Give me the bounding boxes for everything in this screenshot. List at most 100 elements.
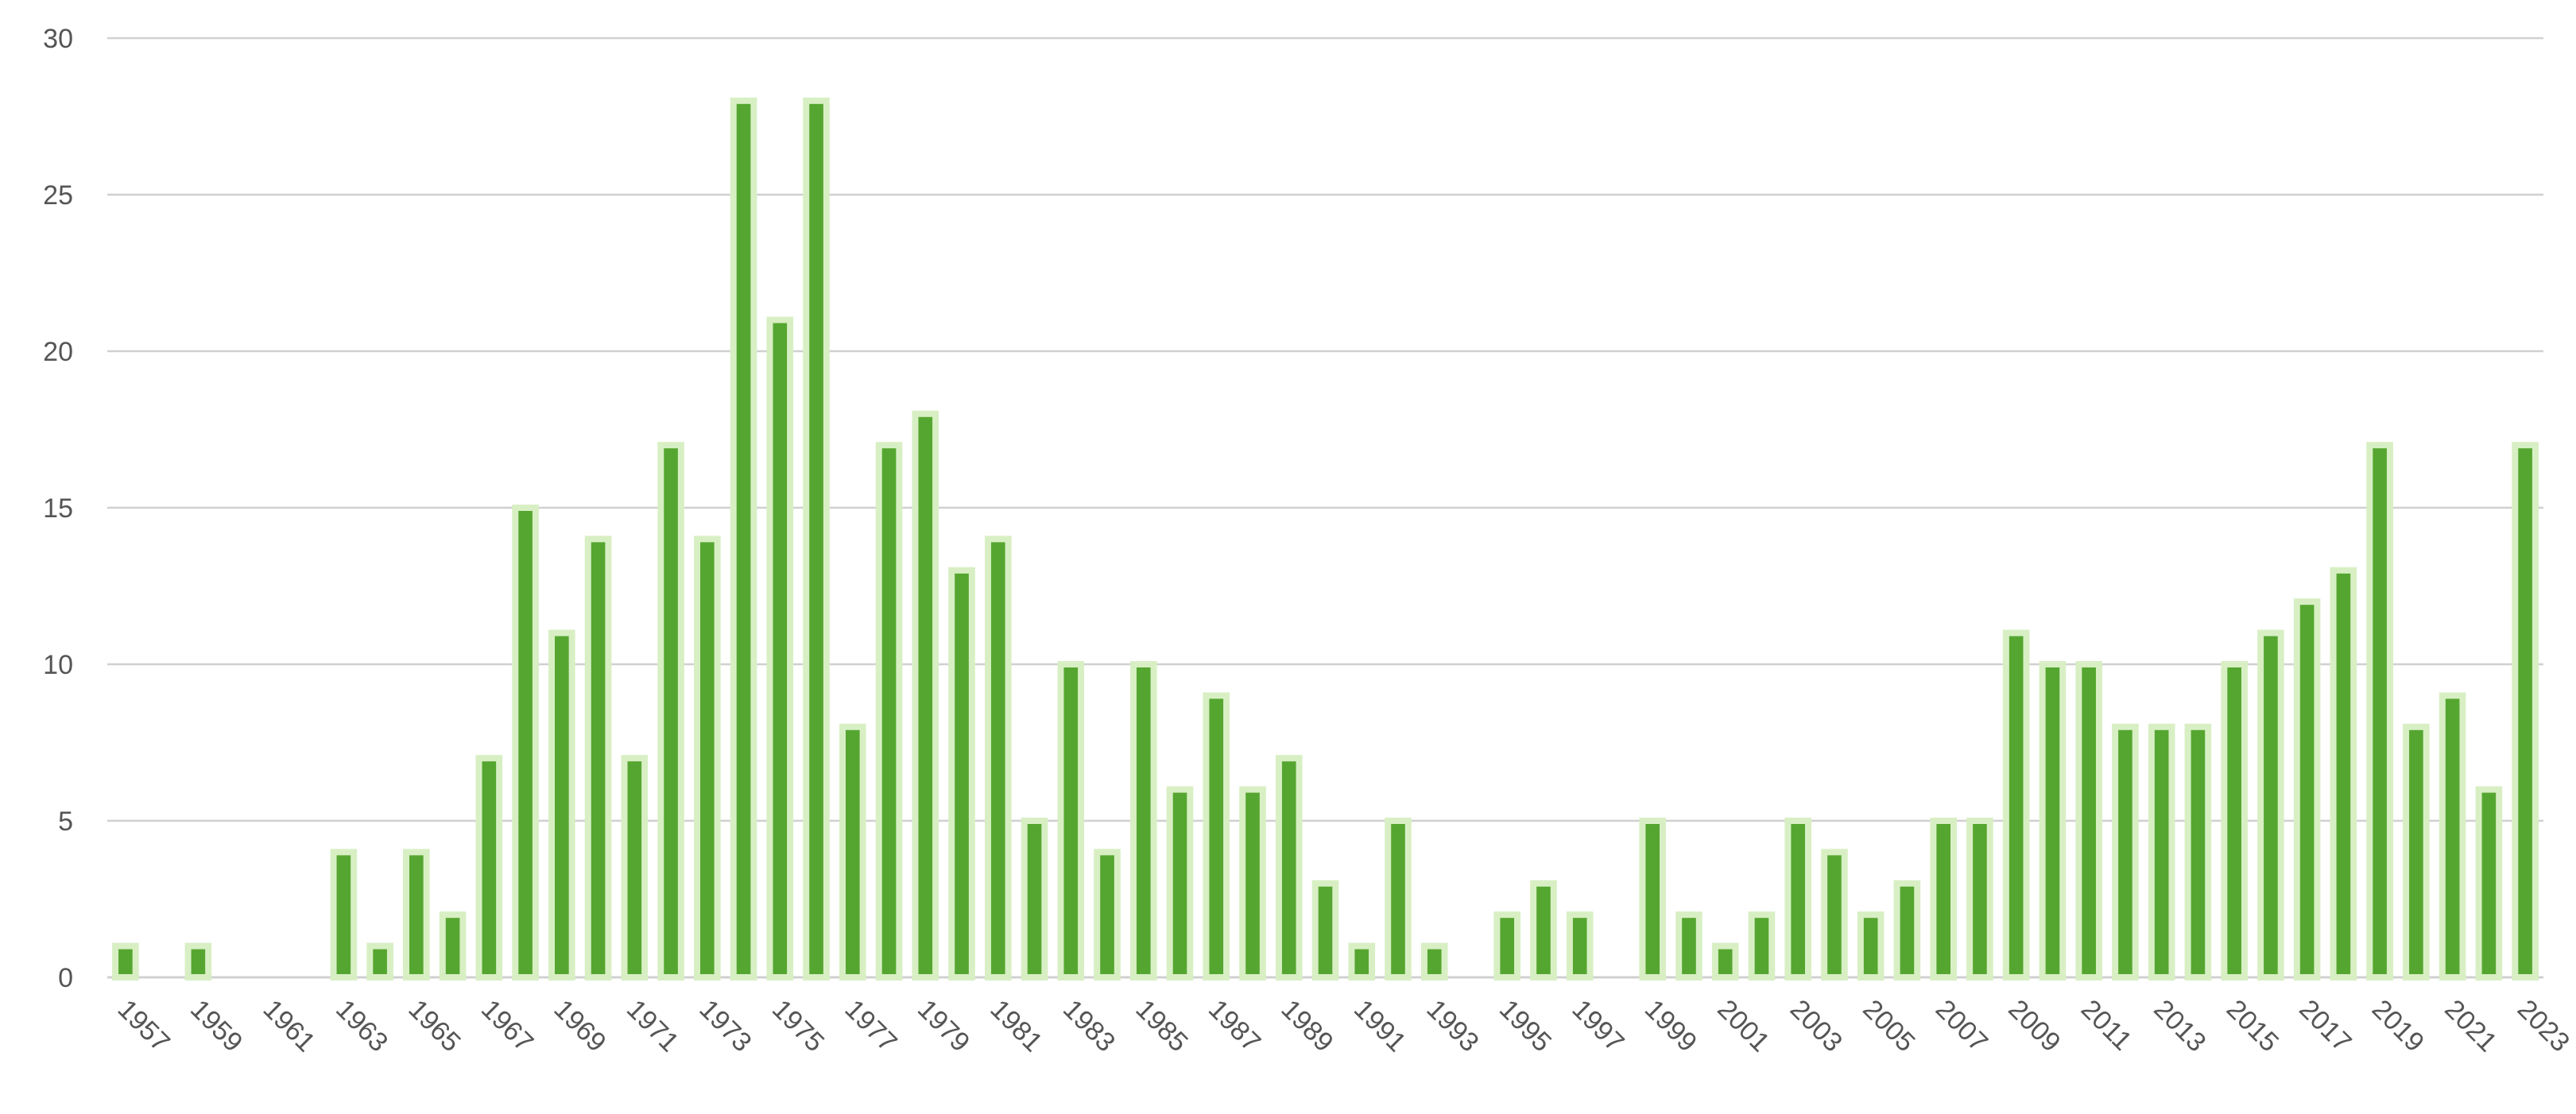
x-tick-label: 1983 xyxy=(1057,994,1121,1058)
bar-1997 xyxy=(1566,911,1594,981)
bar-1965 xyxy=(403,849,430,981)
bar-1957 xyxy=(112,942,139,981)
bar-2014 xyxy=(2184,723,2212,981)
bar-1973 xyxy=(694,536,721,981)
x-tick-label: 2023 xyxy=(2512,994,2575,1058)
bar-1974 xyxy=(730,97,757,981)
x-tick-label: 1969 xyxy=(548,994,612,1058)
x-tick-label: 1975 xyxy=(766,994,830,1058)
bar-2003 xyxy=(1784,818,1812,981)
y-tick-label: 0 xyxy=(58,963,73,993)
y-tick-label: 10 xyxy=(43,650,73,680)
bar-1968 xyxy=(512,505,539,981)
y-tick-label: 25 xyxy=(43,180,73,211)
x-tick-label: 1967 xyxy=(475,994,539,1058)
bar-2023 xyxy=(2512,442,2539,981)
bar-1995 xyxy=(1493,911,1521,981)
bar-1959 xyxy=(184,942,212,981)
x-tick-label: 1987 xyxy=(1203,994,1266,1058)
bar-1964 xyxy=(366,942,393,981)
bar-1993 xyxy=(1420,942,1448,981)
bar-2019 xyxy=(2366,442,2393,981)
x-tick-label: 1965 xyxy=(403,994,467,1058)
bar-1982 xyxy=(1021,818,1048,981)
bar-1983 xyxy=(1057,661,1085,981)
x-tick-label: 1957 xyxy=(112,994,176,1058)
bar-2006 xyxy=(1893,880,1921,981)
x-tick-label: 1959 xyxy=(184,994,248,1058)
bar-1985 xyxy=(1129,661,1157,981)
x-tick-label: 1973 xyxy=(693,994,757,1058)
x-tick-label: 1961 xyxy=(258,994,321,1058)
bar-2002 xyxy=(1748,911,1776,981)
y-tick-label: 15 xyxy=(43,493,73,524)
x-tick-label: 1993 xyxy=(1420,994,1484,1058)
x-tick-label: 1963 xyxy=(330,994,393,1058)
x-tick-label: 2021 xyxy=(2438,994,2502,1058)
x-tick-label: 1995 xyxy=(1493,994,1557,1058)
bar-2017 xyxy=(2293,598,2321,981)
bar-1978 xyxy=(875,442,903,981)
bar-2010 xyxy=(2039,661,2067,981)
bar-1986 xyxy=(1166,786,1194,981)
bar-2008 xyxy=(1966,818,1993,981)
x-tick-label: 1989 xyxy=(1275,994,1338,1058)
bar-1966 xyxy=(439,911,467,981)
bar-1996 xyxy=(1530,880,1557,981)
x-tick-label: 2001 xyxy=(1711,994,1775,1058)
bar-2015 xyxy=(2221,661,2248,981)
bar-1963 xyxy=(330,849,358,981)
bar-1992 xyxy=(1385,818,1412,981)
bar-2021 xyxy=(2438,692,2466,981)
x-tick-label: 1979 xyxy=(912,994,975,1058)
bar-2022 xyxy=(2475,786,2503,981)
y-axis-ticks: 0 5 10 15 20 25 30 xyxy=(43,24,73,993)
x-tick-label: 2005 xyxy=(1857,994,1920,1058)
x-tick-label: 2019 xyxy=(2366,994,2430,1058)
x-tick-label: 2011 xyxy=(2075,994,2138,1057)
bar-1977 xyxy=(839,723,866,981)
bar-2016 xyxy=(2257,629,2284,981)
bar-1980 xyxy=(948,567,975,981)
bar-2018 xyxy=(2330,567,2357,981)
bar-1976 xyxy=(803,97,830,981)
bar-1999 xyxy=(1639,818,1667,981)
bar-1969 xyxy=(548,629,575,981)
x-tick-label: 1999 xyxy=(1639,994,1702,1058)
x-tick-label: 2013 xyxy=(2148,994,2211,1058)
bar-1967 xyxy=(475,755,503,981)
bar-1989 xyxy=(1275,755,1303,981)
bar-2012 xyxy=(2112,723,2139,981)
bar-1971 xyxy=(621,755,649,981)
bar-1990 xyxy=(1311,880,1339,981)
x-tick-label: 2003 xyxy=(1784,994,1848,1058)
bar-2004 xyxy=(1821,849,1848,981)
bar-1979 xyxy=(912,410,939,981)
bar-1991 xyxy=(1348,942,1376,981)
gridlines xyxy=(107,37,2543,979)
bar-2001 xyxy=(1711,942,1739,981)
x-tick-label: 1977 xyxy=(839,994,902,1058)
bar-2005 xyxy=(1857,911,1885,981)
y-tick-label: 20 xyxy=(43,337,73,367)
bar-2020 xyxy=(2403,723,2430,981)
bar-2007 xyxy=(1930,818,1957,981)
bar-2000 xyxy=(1675,911,1702,981)
bar-1970 xyxy=(584,536,612,981)
y-tick-label: 30 xyxy=(43,24,73,54)
x-tick-label: 2015 xyxy=(2221,994,2284,1058)
bar-1988 xyxy=(1239,786,1266,981)
bar-1987 xyxy=(1203,692,1230,981)
x-axis-ticks: 1957 1959 1961 1963 1965 1967 1969 1971 1973 1975… xyxy=(112,994,2576,1058)
x-tick-label: 1985 xyxy=(1129,994,1193,1058)
bar-1975 xyxy=(766,316,794,981)
x-tick-label: 2009 xyxy=(2002,994,2066,1058)
bar-1984 xyxy=(1094,849,1121,981)
bar-2009 xyxy=(2002,629,2030,981)
bar-2013 xyxy=(2148,723,2175,981)
bar-1981 xyxy=(984,536,1012,981)
x-tick-label: 1971 xyxy=(621,994,684,1058)
x-tick-label: 2017 xyxy=(2293,994,2357,1058)
x-tick-label: 1997 xyxy=(1566,994,1629,1058)
